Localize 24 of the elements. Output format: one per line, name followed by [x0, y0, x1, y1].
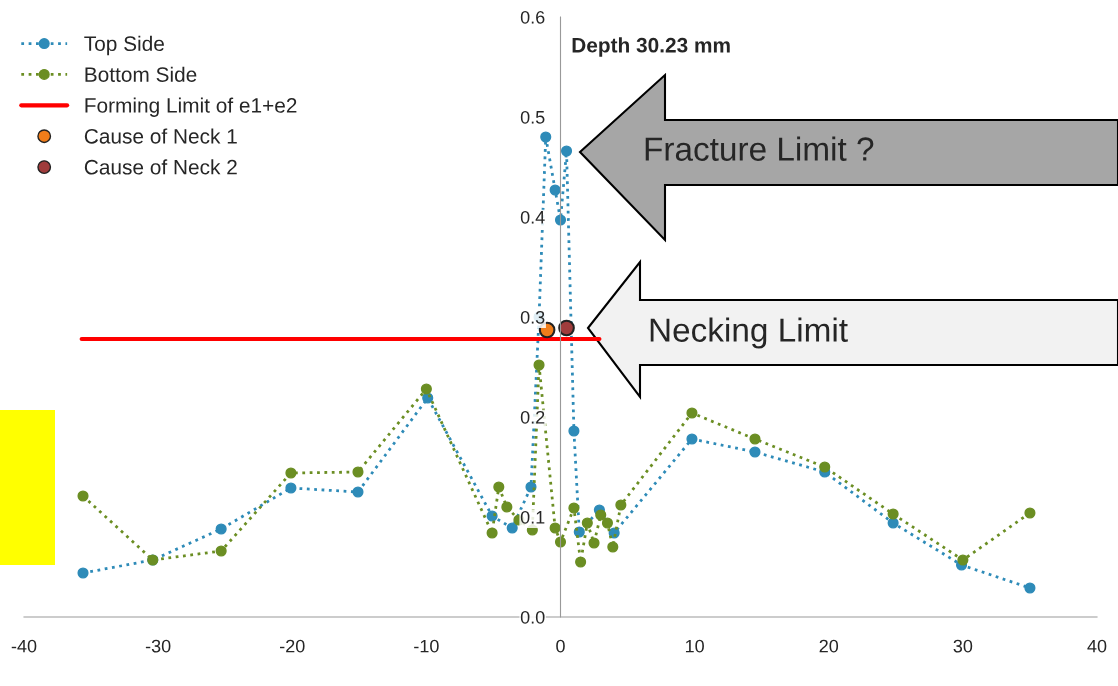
x-tick-label: 20	[819, 639, 839, 653]
legend-label: Cause of Neck 2	[84, 159, 237, 175]
legend-label: Forming Limit of e1+e2	[85, 97, 297, 117]
y-tick-label: 0.0	[520, 610, 545, 624]
x-tick-label: 40	[1087, 639, 1107, 653]
y-tick-label: 0.1	[520, 510, 545, 524]
y-tick-label: 0.5	[520, 110, 545, 124]
text: Depth 30.23 mm	[572, 37, 730, 57]
x-tick-label: 0	[556, 639, 565, 653]
annotation: Fracture Limit ?	[645, 136, 874, 161]
x-tick-label: 10	[685, 639, 704, 653]
y-tick-label: 0.2	[520, 410, 545, 424]
legend-label: Cause of Neck 1	[84, 128, 237, 144]
x-tick-label: -10	[414, 639, 439, 653]
annotation: Necking Limit	[650, 317, 848, 349]
legend-label: Top Side	[84, 35, 164, 56]
x-tick-label: 30	[953, 639, 973, 653]
y-tick-label: 0.3	[520, 310, 545, 324]
y-tick-label: 0.4	[520, 210, 545, 224]
legend-label: Bottom Side	[85, 66, 197, 82]
x-tick-label: -40	[11, 639, 37, 653]
y-tick-label: 0.6	[520, 10, 545, 24]
x-tick-label: -20	[280, 639, 305, 653]
x-tick-label: -30	[145, 639, 171, 653]
